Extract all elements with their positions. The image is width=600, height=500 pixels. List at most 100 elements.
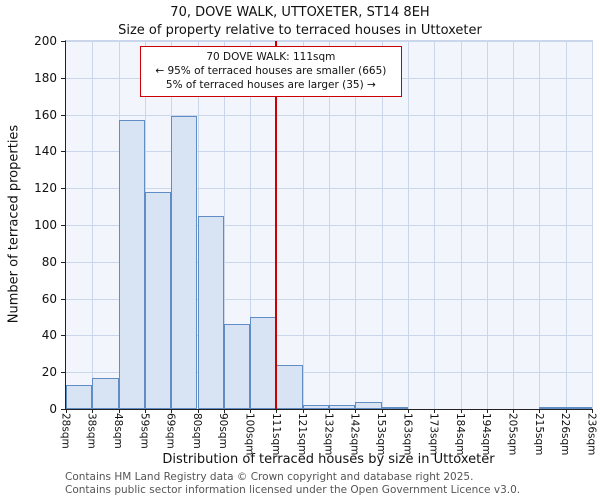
y-axis-title: Number of terraced properties <box>6 124 22 324</box>
x-tick-mark <box>381 409 383 413</box>
x-tick-label: 48sqm <box>111 413 124 449</box>
x-tick-label: 69sqm <box>164 413 177 449</box>
x-tick-label: 236sqm <box>585 413 598 456</box>
x-tick-label: 80sqm <box>190 413 203 449</box>
annotation-larger-text: 5% of terraced houses are larger (35) → <box>165 79 376 92</box>
x-tick-label: 215sqm <box>532 413 545 456</box>
y-tick-mark <box>61 151 65 153</box>
y-tick-mark <box>61 41 65 42</box>
grid-line-x <box>223 41 225 409</box>
plot-area: 70 DOVE WALK: 111sqm ← 95% of terraced h… <box>34 34 597 455</box>
histogram-bar <box>355 401 382 409</box>
x-tick-mark <box>460 409 462 413</box>
x-tick-mark <box>355 409 357 413</box>
x-tick-mark <box>66 409 67 413</box>
y-tick-mark <box>61 335 65 337</box>
x-tick-label: 205sqm <box>506 413 519 456</box>
x-tick-mark <box>250 409 252 413</box>
histogram-bar <box>66 385 93 409</box>
y-tick-label: 160 <box>34 107 57 122</box>
annotation-smaller-text: ← 95% of terraced houses are smaller (66… <box>155 65 387 78</box>
histogram-bar <box>197 215 224 409</box>
grid-line-x <box>329 41 330 409</box>
histogram-bar <box>118 120 145 409</box>
histogram-bar <box>302 405 329 409</box>
grid-line-x <box>250 41 252 409</box>
grid-line-x <box>486 41 488 409</box>
x-tick-label: 226sqm <box>559 413 572 456</box>
x-tick-label: 59sqm <box>138 413 151 449</box>
histogram-bar <box>381 407 408 409</box>
y-tick-label: 20 <box>41 365 57 380</box>
histogram-bar <box>539 407 566 409</box>
x-tick-mark <box>486 409 488 413</box>
annotation-box: 70 DOVE WALK: 111sqm ← 95% of terraced h… <box>139 46 403 97</box>
x-tick-mark <box>407 409 409 413</box>
property-size-marker-line <box>275 41 278 409</box>
y-tick-mark <box>61 409 65 410</box>
x-tick-mark <box>565 409 567 413</box>
x-tick-label: 173sqm <box>427 413 440 456</box>
x-tick-mark <box>197 409 199 413</box>
histogram-bar <box>92 377 119 409</box>
histogram-bar <box>223 324 251 409</box>
x-tick-label: 163sqm <box>401 413 414 456</box>
x-tick-mark <box>434 409 436 413</box>
x-tick-label: 184sqm <box>453 413 466 456</box>
x-tick-label: 142sqm <box>348 413 361 456</box>
y-tick-mark <box>61 188 65 190</box>
y-tick-label: 0 <box>49 402 57 416</box>
footer-line-2: Contains public sector information licen… <box>65 483 521 496</box>
y-tick-mark <box>61 114 65 116</box>
histogram-bar <box>250 317 277 409</box>
x-tick-mark <box>592 409 593 413</box>
y-tick-label: 200 <box>34 34 57 48</box>
histogram-bar <box>144 191 172 409</box>
x-tick-label: 28sqm <box>59 413 72 449</box>
grid-line-x <box>565 41 567 409</box>
x-tick-label: 194sqm <box>480 413 493 456</box>
x-tick-mark <box>513 409 515 413</box>
x-axis-title: Distribution of terraced houses by size … <box>162 452 495 467</box>
x-tick-label: 38sqm <box>85 413 98 449</box>
grid-line-x <box>434 41 436 409</box>
y-tick-label: 120 <box>34 181 57 196</box>
grid-line-x <box>355 41 357 409</box>
y-tick-label: 140 <box>34 144 57 159</box>
y-tick-label: 60 <box>41 291 57 306</box>
grid-line-x <box>92 41 94 409</box>
x-tick-mark <box>539 409 541 413</box>
footer-line-1: Contains HM Land Registry data © Crown c… <box>65 471 474 483</box>
x-tick-label: 153sqm <box>374 413 387 456</box>
x-tick-mark <box>329 409 330 413</box>
grid-line-x <box>513 41 515 409</box>
grid-line-x <box>592 41 593 409</box>
x-tick-label: 100sqm <box>243 413 256 456</box>
annotation-title: 70 DOVE WALK: 111sqm <box>206 51 336 63</box>
x-tick-mark <box>171 409 173 413</box>
histogram-bar <box>276 364 303 409</box>
y-tick-mark <box>61 77 65 79</box>
chart-title: 70, DOVE WALK, UTTOXETER, ST14 8EH <box>170 5 430 20</box>
y-tick-mark <box>61 261 65 263</box>
grid-line-x <box>302 41 304 409</box>
y-tick-label: 180 <box>34 70 57 85</box>
x-tick-mark <box>118 409 120 413</box>
x-tick-label: 90sqm <box>217 413 230 449</box>
x-tick-mark <box>302 409 304 413</box>
x-tick-label: 111sqm <box>269 413 282 456</box>
x-tick-mark <box>276 409 278 413</box>
histogram-bar <box>329 405 356 409</box>
grid-line-x <box>407 41 409 409</box>
grid-line-x <box>460 41 462 409</box>
x-tick-mark <box>92 409 94 413</box>
chart-subtitle: Size of property relative to terraced ho… <box>118 23 482 38</box>
histogram-bar <box>565 407 592 409</box>
y-tick-label: 40 <box>41 328 57 343</box>
grid-line-x <box>381 41 383 409</box>
footer: Contains HM Land Registry data © Crown c… <box>65 471 595 496</box>
y-tick-label: 80 <box>41 254 57 269</box>
histogram-bar <box>171 116 198 409</box>
x-tick-mark <box>223 409 225 413</box>
